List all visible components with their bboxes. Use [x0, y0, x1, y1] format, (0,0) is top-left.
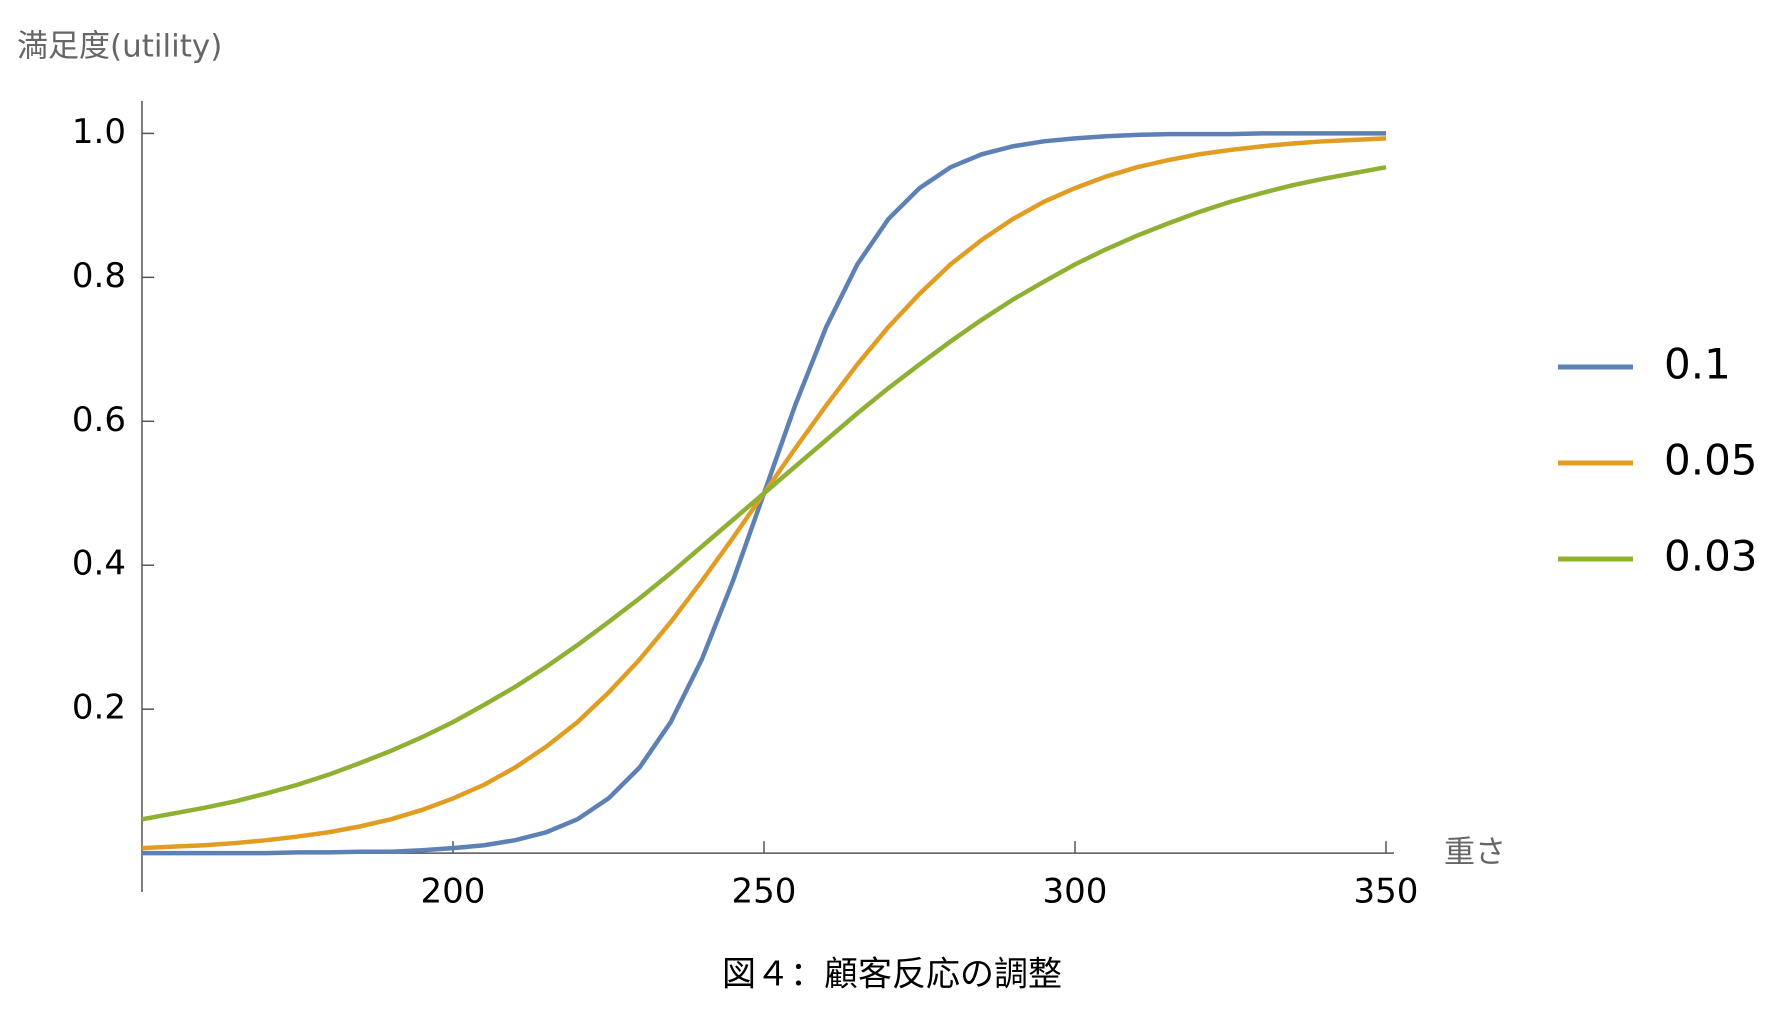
y-tick-label: 0.2 [72, 688, 126, 728]
y-tick-label: 1.0 [72, 112, 126, 152]
legend-label: 0.03 [1664, 532, 1758, 581]
y-axis-label: 満足度(utility) [17, 29, 222, 65]
caption: 図４：顧客反応の調整 [722, 955, 1062, 995]
line-series [141, 165, 1387, 822]
x-tick-label: 350 [1354, 872, 1419, 912]
x-tick-label: 250 [732, 872, 797, 912]
legend-label: 0.1 [1664, 340, 1731, 389]
y-tick-label: 0.4 [72, 544, 126, 584]
x-axis-label: 重さ [1444, 835, 1506, 871]
x-tick-label: 300 [1043, 872, 1108, 912]
x-tick-label: 200 [421, 872, 486, 912]
y-tick-label: 0.6 [72, 400, 126, 440]
y-tick-label: 0.8 [72, 256, 126, 296]
legend-label: 0.05 [1664, 436, 1758, 485]
